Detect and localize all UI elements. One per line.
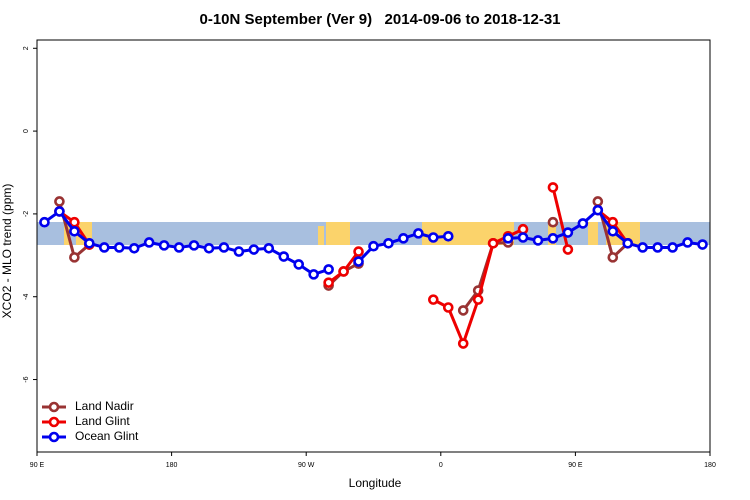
data-point (637, 242, 649, 253)
y-tick-label: 0 (23, 129, 30, 133)
data-point (188, 240, 200, 251)
data-point (457, 338, 469, 349)
x-tick-label: 90 E (568, 462, 583, 469)
data-point (143, 237, 155, 248)
plot-frame (36, 39, 711, 453)
data-point (203, 242, 215, 254)
data-point (442, 230, 454, 242)
data-point (577, 218, 589, 229)
legend-label: Land Glint (75, 414, 130, 428)
x-tick-label: 180 (166, 462, 178, 469)
legend-label: Ocean Glint (75, 429, 139, 443)
y-tick-label: -2 (23, 211, 30, 217)
data-point (547, 233, 559, 244)
data-point (428, 294, 439, 305)
data-point (667, 242, 678, 253)
data-point (54, 206, 65, 217)
legend-marker (48, 431, 60, 443)
land-patch (588, 222, 598, 245)
data-point (293, 259, 305, 270)
data-point (562, 244, 574, 255)
data-point (413, 228, 424, 239)
series (54, 182, 634, 349)
x-tick-label: 180 (704, 462, 716, 469)
data-point (622, 238, 634, 249)
data-point (69, 226, 80, 237)
data-point (353, 256, 364, 267)
land-patch (318, 226, 324, 245)
x-tick-label: 90 W (298, 462, 315, 469)
series (39, 204, 708, 280)
x-tick-label: 90 E (30, 462, 45, 469)
data-point (128, 242, 140, 254)
land-patch (326, 222, 350, 245)
data-point (517, 232, 529, 243)
data-point (517, 223, 529, 235)
x-axis-label: Longitude (349, 476, 402, 490)
data-point (532, 235, 544, 246)
data-point (69, 216, 80, 228)
data-point (99, 242, 110, 253)
data-point (383, 238, 394, 249)
legend-marker (48, 401, 60, 413)
data-point (457, 305, 469, 316)
y-tick-label: -4 (23, 294, 30, 300)
data-point (682, 237, 693, 248)
y-tick-label: 2 (23, 46, 30, 50)
legend-label: Land Nadir (75, 399, 134, 413)
data-point (697, 239, 708, 250)
series (54, 196, 634, 316)
y-axis-label: XCO2 - MLO trend (ppm) (0, 184, 14, 319)
data-point (158, 240, 170, 251)
legend-marker (48, 416, 60, 428)
data-point (502, 233, 514, 244)
data-point (338, 266, 349, 277)
data-point (233, 246, 245, 257)
y-tick-label: -6 (23, 376, 30, 382)
data-point (487, 238, 499, 249)
data-point (39, 216, 50, 228)
data-point (113, 242, 125, 253)
data-point (547, 216, 559, 228)
chart-title: 0-10N September (Ver 9) 2014-09-06 to 20… (199, 11, 560, 28)
data-point (69, 252, 80, 263)
data-point (84, 238, 95, 249)
data-point (607, 226, 619, 237)
data-point (323, 277, 334, 288)
data-point (562, 227, 574, 238)
data-point (173, 242, 185, 253)
data-point (652, 242, 663, 253)
data-point (547, 182, 559, 193)
data-point (278, 251, 290, 262)
data-point (442, 302, 454, 313)
series-line (57, 201, 629, 312)
data-point (472, 294, 484, 305)
data-point (218, 242, 230, 253)
data-point (323, 264, 334, 275)
data-point (353, 246, 364, 257)
data-point (592, 204, 604, 216)
x-tick-label: 0 (439, 462, 443, 469)
series-line (58, 187, 629, 346)
data-point (248, 244, 260, 255)
data-point (607, 252, 619, 263)
data-point (54, 196, 65, 207)
data-point (398, 233, 409, 244)
data-point (428, 232, 439, 243)
data-point (263, 242, 275, 254)
data-point (368, 240, 379, 252)
data-point (592, 196, 604, 207)
data-point (308, 269, 319, 280)
